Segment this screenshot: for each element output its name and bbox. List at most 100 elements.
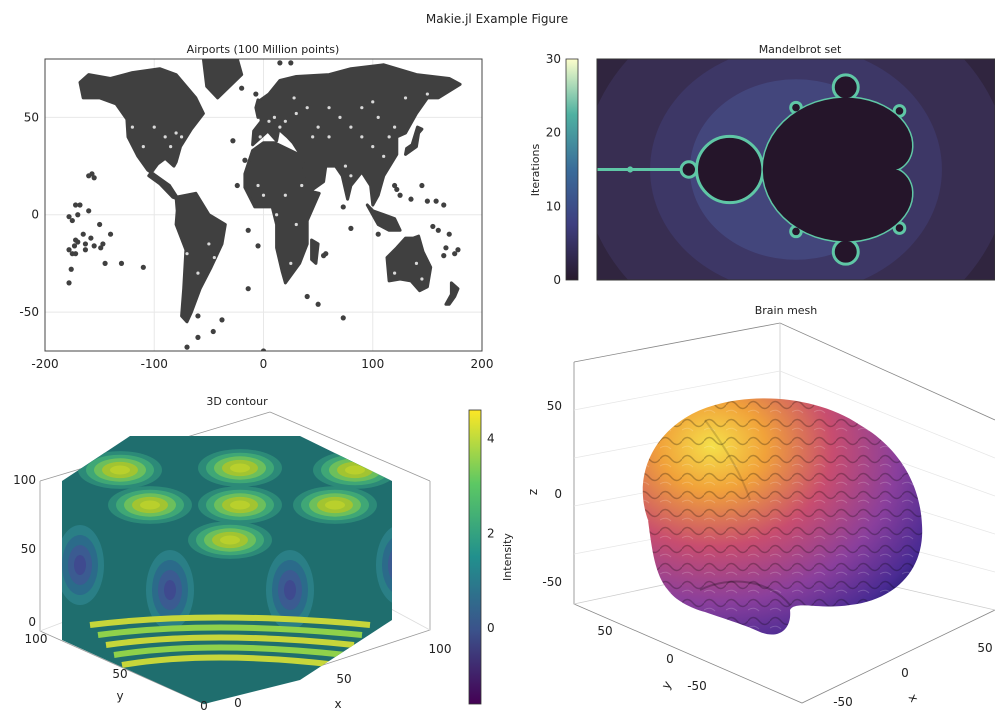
contour3d-y-tick-label: 50	[112, 667, 127, 681]
brain-title: Brain mesh	[755, 304, 818, 317]
contour3d-z-tick-label: 50	[21, 542, 36, 556]
airport-gap	[327, 135, 331, 139]
airport-cluster	[66, 280, 72, 286]
airport-cluster	[72, 237, 79, 243]
brain-x-ticks: -50 0 50	[833, 641, 992, 709]
airport-gap	[360, 106, 364, 110]
airport-gap	[311, 135, 315, 139]
contour3d-band	[230, 463, 250, 473]
contour3d-fringe	[113, 644, 347, 658]
airport-gap	[376, 115, 380, 119]
mandelbrot-bulb	[679, 160, 699, 179]
airport-gap	[174, 131, 178, 135]
contour3d-band	[140, 500, 160, 510]
airport-gap	[343, 164, 348, 168]
airport-gap	[141, 145, 145, 149]
airport-cluster	[242, 157, 248, 163]
brain-x-label: x	[906, 691, 922, 704]
mandelbrot-bulb	[892, 221, 907, 235]
airport-gap	[371, 100, 375, 104]
mandelbrot-bulb	[695, 134, 765, 205]
airports-x-tick-label: 0	[260, 357, 268, 371]
mandelbrot-bulb	[831, 73, 860, 102]
landmass-south-america	[174, 191, 227, 324]
contour3d-colorbar	[468, 409, 482, 705]
brain-y-label: y	[659, 678, 675, 691]
brain-z-label: z	[526, 489, 540, 495]
airports-y-tick-label: -50	[19, 305, 39, 319]
airport-cluster	[392, 182, 398, 189]
airport-cluster	[66, 214, 72, 220]
landmass-australia	[385, 234, 433, 293]
brain-wall-gridline	[779, 370, 995, 459]
contour3d-fringe	[121, 654, 339, 668]
airport-cluster	[408, 196, 414, 202]
airport-cluster	[435, 227, 441, 233]
landmass-uk	[254, 98, 267, 119]
mandelbrot-bulb	[831, 237, 860, 266]
airport-cluster	[107, 231, 114, 237]
airport-cluster	[219, 317, 225, 323]
landmass-greenland	[201, 59, 244, 100]
airport-cluster	[210, 328, 216, 335]
airports-y-tick-label: 50	[24, 110, 39, 124]
mandelbrot-heatmap	[597, 59, 995, 280]
airports-panel: Airports (100 Million points) -200 -100 0 1…	[19, 43, 493, 371]
airport-cluster	[433, 198, 439, 204]
contour3d-lobe	[74, 555, 86, 575]
airport-cluster	[455, 247, 461, 253]
airport-gap	[294, 222, 298, 227]
contour3d-band	[345, 465, 365, 475]
airport-cluster	[82, 241, 89, 247]
airport-cluster	[69, 217, 75, 224]
mandelbrot-colorbar-label: Iterations	[529, 144, 542, 197]
contour3d-z-tick-label: 0	[28, 615, 36, 629]
mandelbrot-bulb	[892, 104, 907, 118]
mandelbrot-colorbar-ticks: 0 10 20 30	[546, 52, 561, 287]
airport-gap	[261, 193, 266, 197]
mandelbrot-bulb	[627, 166, 634, 173]
airport-cluster	[100, 241, 106, 247]
airport-gap	[256, 183, 260, 188]
contour3d-colorbar-tick-label: 2	[487, 526, 495, 540]
brain-y-tick-label: 50	[597, 624, 612, 638]
contour3d-fringe	[105, 634, 355, 648]
contour3d-colorbar-tick-label: 4	[487, 431, 495, 445]
contour3d-band	[110, 465, 130, 475]
airport-gap	[292, 96, 296, 100]
airport-cluster	[323, 251, 329, 257]
airport-cluster	[245, 286, 251, 292]
contour3d-colorbar-ticks: 0 2 4	[487, 431, 495, 635]
airport-gap	[207, 242, 211, 246]
airport-cluster	[315, 301, 321, 307]
airport-cluster	[255, 243, 261, 249]
contour3d-z-ticks: 100 50 0	[13, 473, 36, 629]
landmass-africa	[243, 141, 321, 285]
airport-gap	[185, 252, 189, 256]
airport-gap	[267, 119, 271, 123]
airports-x-tick-label: 200	[471, 357, 494, 371]
airport-gap	[289, 261, 293, 265]
brain-x-tick-label: 50	[977, 641, 992, 655]
brain-wall-gridline	[573, 370, 781, 411]
airport-gap	[387, 135, 391, 139]
airport-cluster	[277, 60, 283, 66]
mandelbrot-colorbar	[565, 58, 579, 281]
airport-gap	[179, 135, 184, 139]
brain-y-tick-label: -50	[687, 679, 707, 693]
landmass-japan	[404, 125, 424, 156]
landmass-eurasia	[251, 63, 462, 207]
brain-y-ticks: 50 0 -50	[597, 624, 706, 693]
airport-cluster	[452, 251, 458, 257]
contour3d-lobe	[382, 535, 392, 595]
airport-cluster	[98, 245, 104, 251]
airports-points	[66, 59, 462, 351]
airport-gap	[196, 271, 200, 275]
contour3d-band	[220, 535, 240, 545]
figure-title: Makie.jl Example Figure	[426, 12, 568, 26]
airport-gap	[414, 261, 419, 265]
airports-title: Airports (100 Million points)	[187, 43, 340, 56]
airport-cluster	[91, 243, 97, 249]
airport-gap	[338, 115, 342, 119]
